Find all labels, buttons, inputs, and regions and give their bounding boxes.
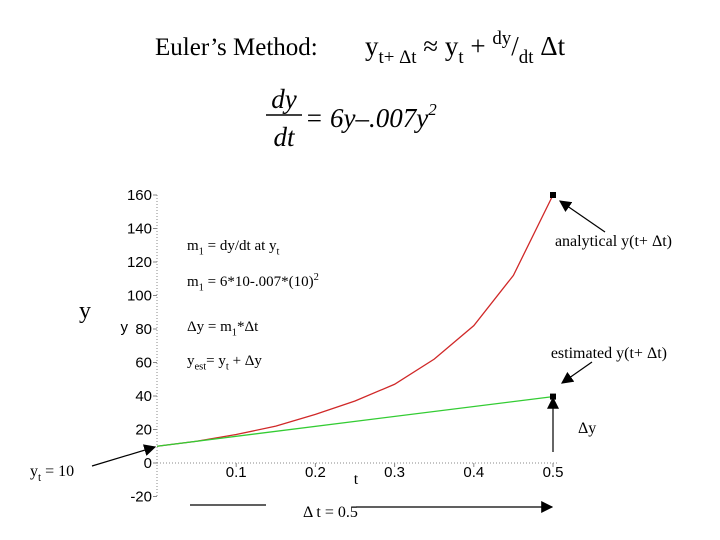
annotation: m1 = 6*10-.007*(10)2 bbox=[187, 272, 319, 294]
text-part: t bbox=[226, 362, 229, 373]
y-tick-label: 160 bbox=[127, 187, 152, 204]
arrow bbox=[559, 200, 606, 233]
x-axis-label: t bbox=[354, 471, 359, 488]
equation-rhs-sup: 2 bbox=[428, 100, 437, 119]
equation-rhs-text: = 6y–.007y bbox=[305, 103, 428, 133]
annotation: Δ t = 0.5 bbox=[303, 504, 358, 521]
text-part: 1 bbox=[199, 247, 204, 258]
x-tick-label: 0.3 bbox=[384, 464, 405, 481]
annotation: yest= yt + Δy bbox=[187, 353, 262, 373]
text-part: t+ Δt bbox=[379, 47, 418, 68]
x-tick-label: 0.2 bbox=[305, 464, 326, 481]
x-tick-label: 0.1 bbox=[226, 464, 247, 481]
equation-denominator: dt bbox=[273, 122, 296, 152]
text-part: = y bbox=[206, 353, 226, 369]
text-part: Δt bbox=[533, 31, 565, 61]
arrow bbox=[561, 361, 593, 384]
y-tick-label: 0 bbox=[144, 455, 152, 472]
text-part: Δy bbox=[578, 420, 596, 437]
annotation: yt = 10 bbox=[30, 463, 74, 484]
end-point bbox=[550, 192, 556, 198]
text-part: = 10 bbox=[41, 463, 74, 480]
text-part: = 6*10-.007*(10) bbox=[204, 274, 314, 290]
text-part: / bbox=[511, 31, 519, 61]
arrows bbox=[91, 200, 606, 513]
equation: dy dt = 6y–.007y2 bbox=[266, 84, 437, 152]
x-tick-label: 0.5 bbox=[543, 464, 564, 481]
text-part: analytical y(t+ Δt) bbox=[555, 233, 672, 250]
y-tick-label: 60 bbox=[135, 355, 152, 372]
text-part: Δy = m bbox=[187, 319, 232, 335]
annotation: Δy bbox=[578, 420, 596, 437]
text-part: m bbox=[187, 274, 199, 290]
text-part: est bbox=[195, 362, 207, 373]
series-line bbox=[156, 395, 554, 447]
annotation: m1 = dy/dt at yt bbox=[187, 238, 280, 258]
text-part: t bbox=[458, 47, 464, 68]
annotation: estimated y(t+ Δt) bbox=[551, 345, 667, 362]
y-axis-label: y bbox=[79, 298, 91, 324]
arrow bbox=[91, 444, 157, 467]
y-tick-label: -20 bbox=[130, 489, 152, 506]
text-part: dy bbox=[492, 28, 511, 49]
y-tick-label: 20 bbox=[135, 422, 152, 439]
text-part: 1 bbox=[232, 328, 237, 339]
text-part: ≈ y bbox=[417, 31, 459, 61]
text-part: 1 bbox=[199, 283, 204, 294]
equation-numerator: dy bbox=[271, 84, 297, 114]
text-part: *Δt bbox=[237, 319, 259, 335]
text-part: t bbox=[38, 472, 42, 484]
text-part: y bbox=[30, 463, 38, 480]
text-part: m bbox=[187, 238, 199, 254]
text-part: + bbox=[464, 31, 493, 61]
y-tick-label: 140 bbox=[127, 221, 152, 238]
y-tick-label: 120 bbox=[127, 254, 152, 271]
text-part: 2 bbox=[314, 272, 319, 283]
title: Euler’s Method: bbox=[155, 34, 318, 61]
annotation: Δy = m1*Δt bbox=[187, 319, 259, 339]
equation-rhs: = 6y–.007y2 bbox=[305, 100, 437, 133]
text-part: + Δy bbox=[229, 353, 263, 369]
text-part: estimated y(t+ Δt) bbox=[551, 345, 667, 362]
text-part: = dy/dt at y bbox=[204, 238, 277, 254]
y-tick-label: 80 bbox=[135, 321, 152, 338]
text-part: y bbox=[365, 31, 379, 61]
series-line bbox=[156, 194, 554, 447]
rich-text: yt+ Δt ≈ yt + dy/dt Δt bbox=[365, 28, 566, 68]
annotation: analytical y(t+ Δt) bbox=[555, 233, 672, 250]
text-part: Δ t = 0.5 bbox=[303, 504, 358, 521]
y-tick-label: 100 bbox=[127, 288, 152, 305]
x-tick-label: 0.4 bbox=[463, 464, 484, 481]
end-point bbox=[550, 393, 556, 400]
annotation: y bbox=[121, 319, 129, 336]
y-tick-label: 40 bbox=[135, 388, 152, 405]
text-part: t bbox=[277, 247, 280, 258]
text-part: y bbox=[187, 353, 195, 369]
text-part: y bbox=[121, 319, 129, 336]
text-part: dt bbox=[519, 47, 534, 68]
